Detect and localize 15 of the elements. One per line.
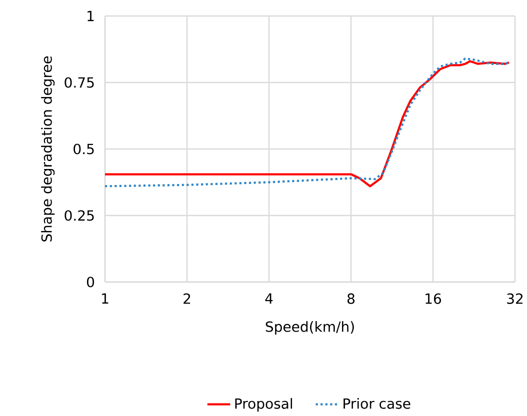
x-tick-label: 32: [507, 293, 523, 304]
x-axis-title: Speed(km/h): [266, 321, 354, 335]
legend-label: Prior case: [344, 398, 410, 409]
y-axis-title: Shape degradation degree: [41, 56, 55, 242]
y-tick-label: 1: [88, 10, 94, 22]
x-tick-label: 16: [426, 293, 442, 304]
legend-label: Proposal: [235, 398, 292, 412]
y-tick-label: 0: [86, 276, 94, 288]
y-tick-label: 0.5: [74, 144, 94, 154]
x-tick-label: 2: [184, 293, 190, 304]
x-tick-label: 8: [347, 293, 355, 304]
y-tick-label: 0.25: [64, 210, 94, 221]
x-tick-label: 1: [102, 293, 108, 304]
y-tick-label: 0.75: [64, 77, 94, 88]
x-tick-label: 4: [265, 293, 273, 304]
